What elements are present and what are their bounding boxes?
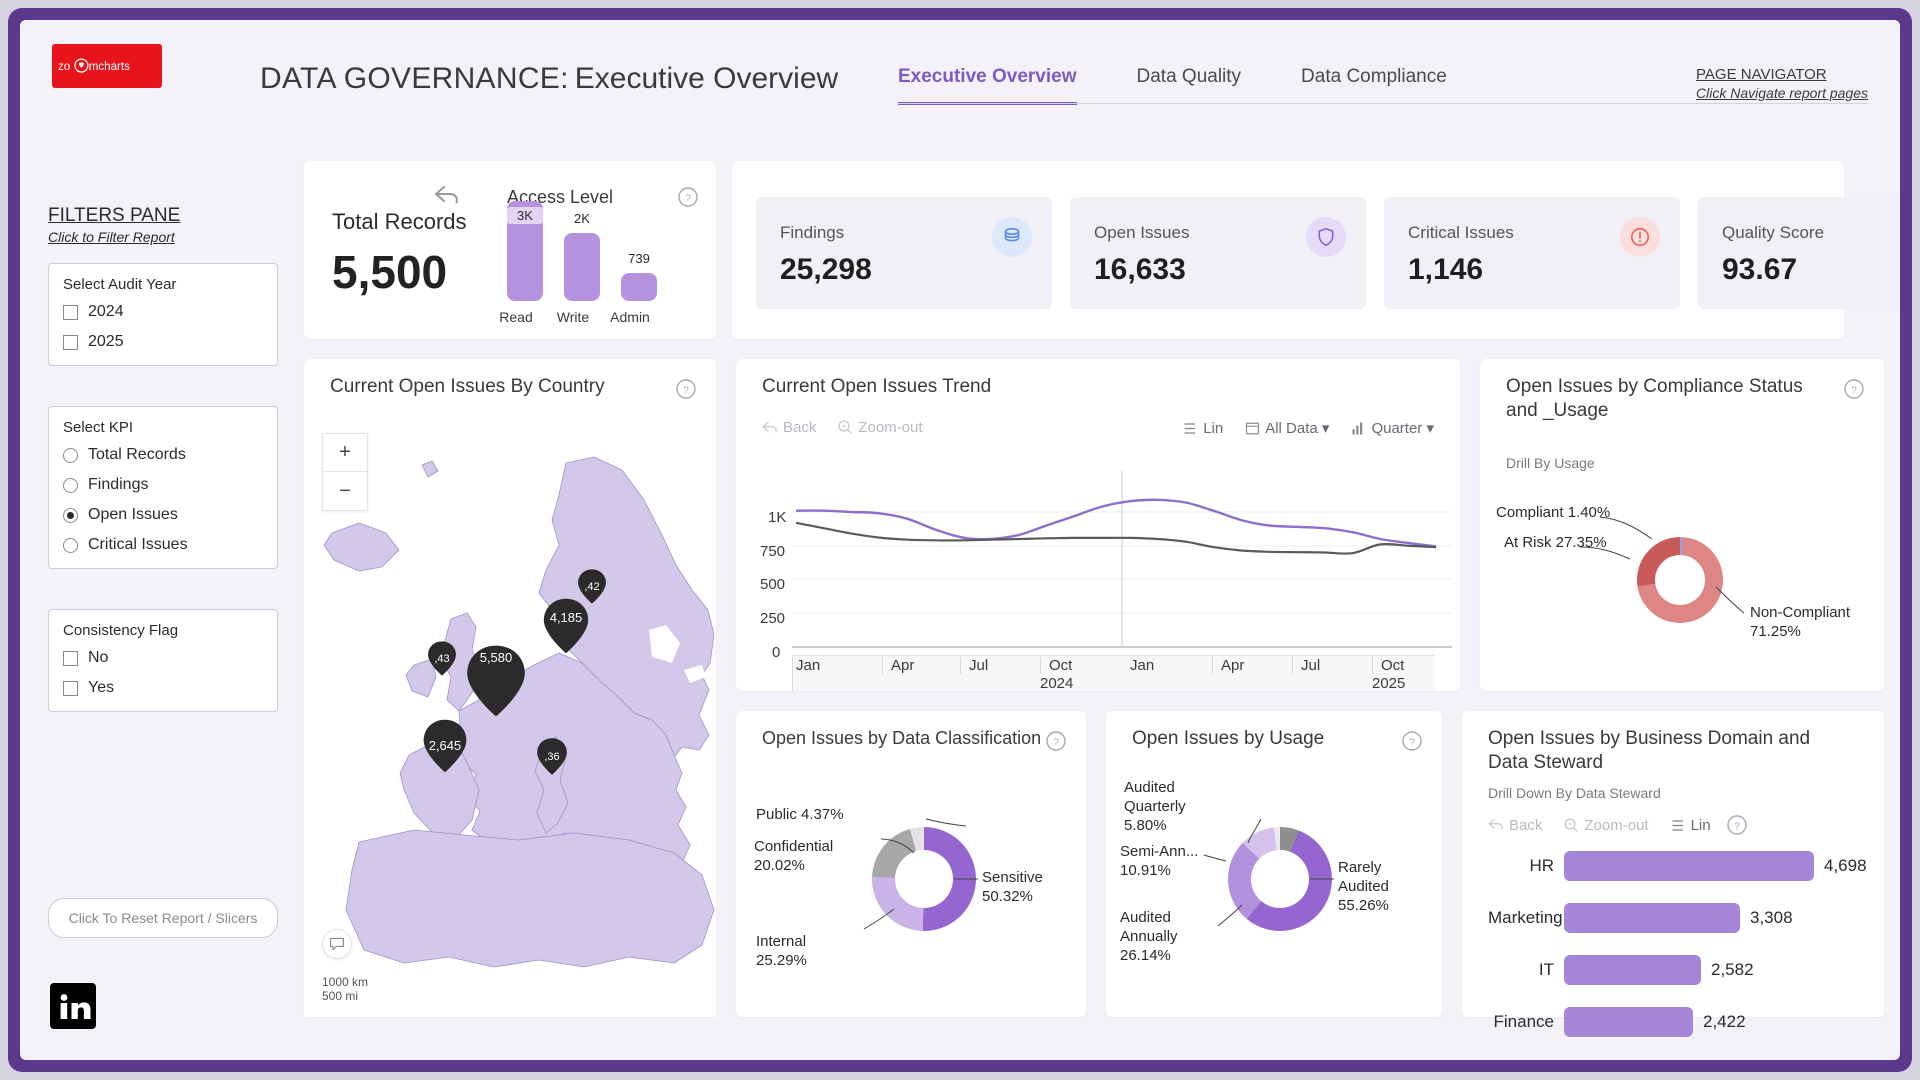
svg-text:?: ? [1851,386,1857,397]
svg-text:?: ? [683,386,689,397]
svg-text:?: ? [1409,738,1415,749]
svg-text:?: ? [1734,822,1740,833]
svg-text:?: ? [685,194,691,205]
svg-text:mcharts: mcharts [89,61,130,73]
svg-text:zo: zo [58,61,70,73]
svg-text:?: ? [1053,738,1059,749]
